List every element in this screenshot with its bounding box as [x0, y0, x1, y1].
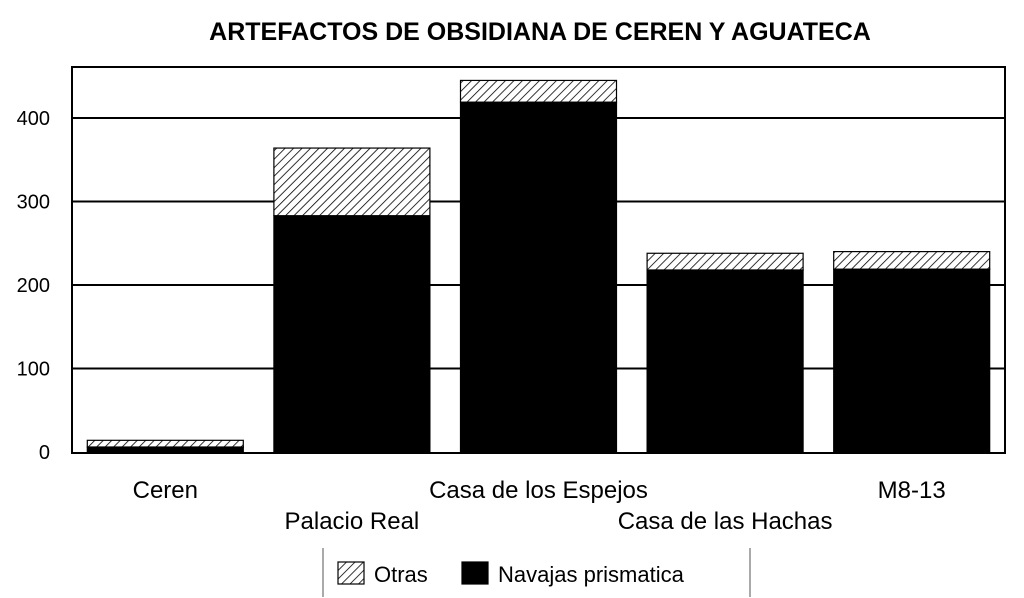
category-label: Casa de los Espejos — [429, 477, 648, 504]
y-tick-label: 400 — [17, 108, 50, 130]
legend-label: Navajas prismatica — [498, 562, 685, 587]
bar-otras-3 — [646, 252, 804, 271]
legend-swatch — [337, 561, 365, 585]
bar-navajas-1 — [273, 215, 431, 453]
bar-navajas-0 — [86, 446, 244, 453]
plot-area-frame — [71, 66, 1006, 454]
bar-otras-2 — [459, 79, 618, 103]
bar-otras-0 — [86, 439, 244, 448]
bar-otras-1 — [273, 147, 431, 217]
y-tick-label: 0 — [39, 442, 50, 464]
y-tick-label: 300 — [17, 192, 50, 214]
bar-otras-4 — [833, 251, 991, 270]
y-axis-ticks: 0 100 200 300 400 — [17, 108, 50, 464]
y-tick-label: 200 — [17, 275, 50, 297]
bar-navajas-2 — [459, 101, 618, 453]
y-tick-label: 100 — [17, 359, 50, 381]
bar-navajas-3 — [646, 269, 804, 453]
category-label: Palacio Real — [285, 508, 420, 535]
category-label: Ceren — [133, 477, 198, 504]
legend: Otras Navajas prismatica — [322, 548, 751, 597]
category-label: Casa de las Hachas — [618, 508, 833, 535]
bar-navajas-4 — [833, 268, 991, 453]
x-axis-labels: Ceren Palacio Real Casa de los Espejos Casa… — [133, 477, 946, 535]
legend-swatch — [461, 561, 489, 585]
legend-label: Otras — [374, 562, 428, 587]
bars — [86, 79, 991, 453]
category-label: M8-13 — [878, 477, 946, 504]
chart-title: ARTEFACTOS DE OBSIDIANA DE CEREN Y AGUAT… — [209, 18, 871, 46]
